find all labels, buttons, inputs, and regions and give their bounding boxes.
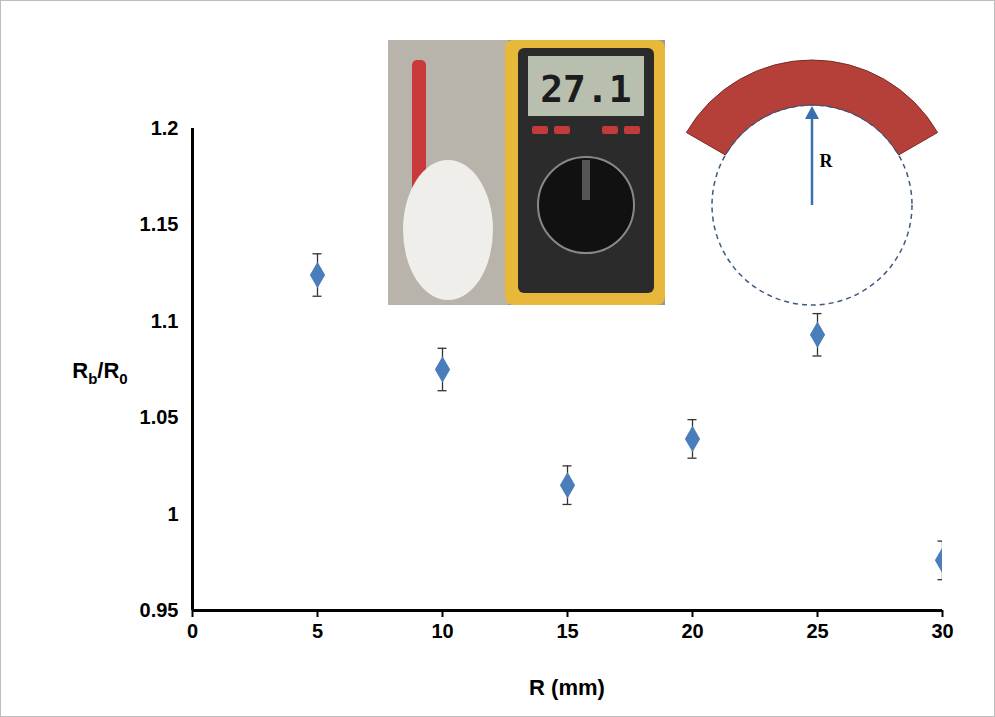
svg-text:20: 20	[681, 620, 703, 642]
svg-text:Rb/R0: Rb/R0	[72, 358, 127, 387]
svg-text:15: 15	[556, 620, 578, 642]
svg-text:1: 1	[167, 502, 178, 524]
svg-text:1.2: 1.2	[151, 117, 179, 139]
svg-text:27.1: 27.1	[540, 67, 632, 111]
svg-text:R: R	[820, 151, 834, 171]
svg-text:5: 5	[312, 620, 323, 642]
svg-text:0.95: 0.95	[140, 599, 179, 621]
svg-text:1.15: 1.15	[140, 213, 179, 235]
svg-text:0: 0	[187, 620, 198, 642]
svg-text:1.05: 1.05	[140, 406, 179, 428]
svg-text:R (mm): R (mm)	[529, 675, 605, 700]
svg-text:30: 30	[931, 620, 953, 642]
svg-text:1.1: 1.1	[151, 310, 179, 332]
svg-text:25: 25	[806, 620, 828, 642]
svg-text:10: 10	[431, 620, 453, 642]
